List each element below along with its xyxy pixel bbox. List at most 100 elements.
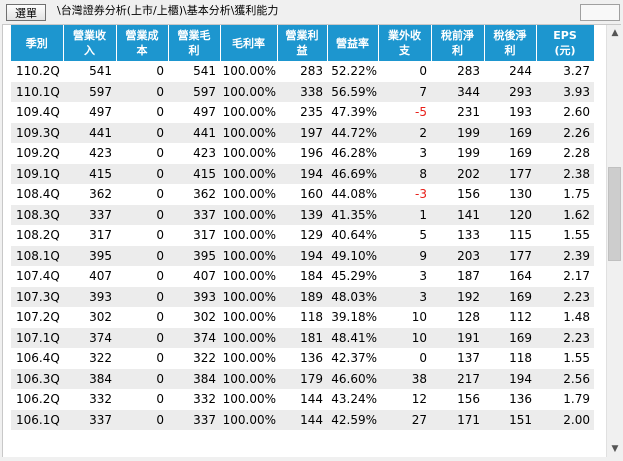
- table-row[interactable]: 108.2Q 317 0 317 100.00% 129 40.64% 5 133 115 1.55: [11, 225, 594, 246]
- header-cost[interactable]: 營業成本: [116, 25, 169, 61]
- operating-margin-cell: 44.08%: [331, 187, 377, 202]
- pretax-income-cell: 283: [457, 64, 480, 79]
- revenue-cell: 337: [63, 204, 116, 225]
- gross-margin-cell: 100.00%: [220, 204, 277, 225]
- table-row[interactable]: 108.4Q 362 0 362 100.00% 160 44.08% -3 156 130 1.7…: [11, 184, 594, 205]
- non-operating-cell: 9: [378, 245, 431, 266]
- gross-profit-cell: 393: [168, 286, 220, 307]
- cost-cell: 0: [156, 146, 164, 161]
- table-row[interactable]: 110.1Q 597 0 597 100.00% 338 56.59% 7 344 293 3.93: [11, 81, 594, 102]
- cost-cell: 0: [156, 64, 164, 79]
- scroll-up-icon[interactable]: ▲: [611, 28, 619, 38]
- non-operating-cell: 27: [378, 409, 431, 430]
- scroll-thumb[interactable]: [608, 167, 621, 261]
- table-row[interactable]: 108.1Q 395 0 395 100.00% 194 49.10% 9 203 177 2.39: [11, 245, 594, 266]
- gross-margin-cell: 100.00%: [222, 64, 276, 79]
- quarter-cell: 107.2Q: [16, 310, 60, 325]
- breadcrumb-path: \台灣證券分析(上市/上櫃)\基本分析\獲利能力: [57, 4, 279, 17]
- header-net-income[interactable]: 稅後淨利: [484, 25, 537, 61]
- header-gross-profit[interactable]: 營業毛利: [168, 25, 221, 61]
- eps-cell: 1.75: [563, 187, 590, 202]
- table-row[interactable]: 109.4Q 497 0 497 100.00% 235 47.39% -5 231 193 2.6…: [11, 102, 594, 123]
- header-revenue[interactable]: 營業收入: [63, 25, 117, 61]
- operating-margin-cell: 48.03%: [327, 286, 378, 307]
- gross-profit-cell: 332: [193, 392, 216, 407]
- table-row[interactable]: 107.1Q 374 0 374 100.00% 181 48.41% 10 191 169 2.2…: [11, 327, 594, 348]
- net-income-cell: 169: [484, 327, 536, 348]
- operating-income-cell: 160: [300, 187, 323, 202]
- profitability-table: 季別 營業收入營業成本營業毛利毛利率 營業利益營益率 業外收支稅前淨利稅後淨利 EPS(…: [11, 25, 595, 430]
- net-income-cell: 120: [484, 204, 536, 225]
- table-row[interactable]: 106.4Q 322 0 322 100.00% 136 42.37% 0 137 118 1.55: [11, 348, 594, 369]
- revenue-cell: 302: [89, 310, 112, 325]
- pretax-income-cell: 199: [431, 122, 484, 143]
- gross-profit-cell: 337: [168, 204, 220, 225]
- pretax-income-cell: 187: [457, 269, 480, 284]
- table-row[interactable]: 106.3Q 384 0 384 100.00% 179 46.60% 38 217 194 2.5…: [11, 368, 594, 389]
- header-eps[interactable]: EPS (元): [536, 25, 595, 61]
- scroll-down-icon[interactable]: ▼: [611, 444, 619, 454]
- cost-cell: 0: [156, 187, 164, 202]
- operating-income-cell: 139: [277, 204, 327, 225]
- header-operating-margin[interactable]: 營益率: [327, 25, 379, 61]
- header-pretax-income[interactable]: 稅前淨利: [431, 25, 485, 61]
- gross-profit-cell: 415: [168, 163, 220, 184]
- table-row[interactable]: 107.2Q 302 0 302 100.00% 118 39.18% 10 128 112 1.4…: [11, 307, 594, 328]
- quarter-cell: 108.3Q: [11, 204, 63, 225]
- table-row[interactable]: 109.3Q 441 0 441 100.00% 197 44.72% 2 199 169 2.26: [11, 122, 594, 143]
- eps-cell: 1.48: [563, 310, 590, 325]
- revenue-cell: 541: [89, 64, 112, 79]
- top-right-input[interactable]: [580, 4, 620, 21]
- table-row[interactable]: 106.1Q 337 0 337 100.00% 144 42.59% 27 171 151 2.0…: [11, 409, 594, 430]
- header-non-operating[interactable]: 業外收支: [378, 25, 432, 61]
- revenue-cell: 441: [63, 122, 116, 143]
- eps-cell: 3.27: [563, 64, 590, 79]
- operating-margin-cell: 42.37%: [331, 351, 377, 366]
- quarter-cell: 109.3Q: [11, 122, 63, 143]
- header-gross-margin[interactable]: 毛利率: [220, 25, 278, 61]
- operating-margin-cell: 52.22%: [331, 64, 377, 79]
- cost-cell: 0: [116, 286, 168, 307]
- quarter-cell: 108.1Q: [11, 245, 63, 266]
- non-operating-cell: -5: [415, 105, 427, 120]
- gross-profit-cell: 374: [168, 327, 220, 348]
- revenue-cell: 423: [89, 146, 112, 161]
- header-quarter[interactable]: 季別: [11, 25, 64, 61]
- gross-profit-cell: 322: [193, 351, 216, 366]
- quarter-cell: 108.4Q: [16, 187, 60, 202]
- table-row[interactable]: 106.2Q 332 0 332 100.00% 144 43.24% 12 156 136 1.7…: [11, 389, 594, 410]
- revenue-cell: 497: [89, 105, 112, 120]
- non-operating-cell: 8: [378, 163, 431, 184]
- net-income-cell: 151: [484, 409, 536, 430]
- table-row[interactable]: 108.3Q 337 0 337 100.00% 139 41.35% 1 141 120 1.62: [11, 204, 594, 225]
- operating-income-cell: 184: [300, 269, 323, 284]
- operating-income-cell: 181: [277, 327, 327, 348]
- table-row[interactable]: 109.1Q 415 0 415 100.00% 194 46.69% 8 202 177 2.38: [11, 163, 594, 184]
- table-row[interactable]: 109.2Q 423 0 423 100.00% 196 46.28% 3 199 169 2.28: [11, 143, 594, 164]
- menu-select-button[interactable]: 選單: [6, 4, 46, 21]
- revenue-cell: 415: [63, 163, 116, 184]
- operating-income-cell: 235: [300, 105, 323, 120]
- cost-cell: 0: [156, 351, 164, 366]
- non-operating-cell: 0: [419, 64, 427, 79]
- eps-cell: 2.39: [536, 245, 594, 266]
- table-row[interactable]: 110.2Q 541 0 541 100.00% 283 52.22% 0 283 244 3.27: [11, 61, 594, 82]
- table-row[interactable]: 107.4Q 407 0 407 100.00% 184 45.29% 3 187 164 2.17: [11, 266, 594, 287]
- table-row[interactable]: 107.3Q 393 0 393 100.00% 189 48.03% 3 192 169 2.23: [11, 286, 594, 307]
- operating-margin-cell: 49.10%: [327, 245, 378, 266]
- gross-profit-cell: 317: [193, 228, 216, 243]
- pretax-income-cell: 137: [457, 351, 480, 366]
- vertical-scrollbar[interactable]: ▲ ▼: [606, 25, 621, 457]
- eps-cell: 2.17: [563, 269, 590, 284]
- eps-cell: 1.79: [563, 392, 590, 407]
- cost-cell: 0: [116, 163, 168, 184]
- operating-margin-cell: 43.24%: [331, 392, 377, 407]
- header-operating-income[interactable]: 營業利益: [277, 25, 328, 61]
- pretax-income-cell: 231: [457, 105, 480, 120]
- quarter-cell: 109.4Q: [16, 105, 60, 120]
- gross-profit-cell: 541: [193, 64, 216, 79]
- cost-cell: 0: [116, 327, 168, 348]
- operating-income-cell: 144: [277, 409, 327, 430]
- non-operating-cell: 2: [378, 122, 431, 143]
- cost-cell: 0: [116, 122, 168, 143]
